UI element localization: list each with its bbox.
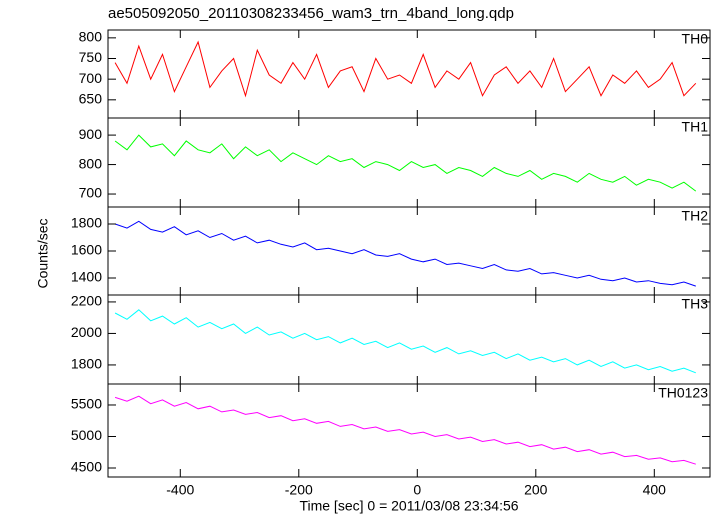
y-tick-label: 5500 (71, 396, 102, 412)
panel-frame (107, 294, 711, 385)
data-line (114, 309, 696, 374)
x-tick-label: 200 (524, 482, 548, 498)
series-label: TH1 (682, 119, 709, 135)
y-tick-label: 650 (79, 91, 103, 107)
data-line (114, 40, 697, 98)
data-line (114, 220, 696, 287)
y-tick-label: 700 (79, 70, 103, 86)
chart-title: ae505092050_20110308233456_wam3_trn_4ban… (108, 5, 514, 22)
y-tick-label: 800 (79, 29, 103, 45)
x-tick-label: 0 (413, 482, 421, 498)
series-label: TH0 (682, 31, 709, 47)
panel-frame (107, 383, 711, 478)
data-line (114, 134, 697, 192)
x-tick-label: -400 (166, 482, 194, 498)
y-tick-label: 900 (79, 126, 103, 142)
series-label: TH0123 (658, 385, 708, 401)
y-tick-label: 800 (79, 155, 103, 171)
panel-frame (107, 206, 711, 296)
y-tick-label: 1600 (71, 242, 102, 258)
x-axis-label: Time [sec] 0 = 2011/03/08 23:34:56 (299, 498, 518, 514)
series-label: TH2 (682, 208, 709, 224)
y-axis-label: Counts/sec (35, 218, 51, 288)
series-label: TH3 (682, 296, 709, 312)
y-tick-label: 1800 (71, 215, 102, 231)
y-tick-label: 1800 (71, 356, 102, 372)
y-tick-label: 2200 (71, 293, 102, 309)
panel-frame (107, 117, 711, 208)
y-tick-label: 700 (79, 185, 103, 201)
x-tick-label: 400 (643, 482, 667, 498)
data-line (114, 395, 696, 465)
y-tick-label: 2000 (71, 324, 102, 340)
x-tick-label: -200 (285, 482, 313, 498)
y-tick-label: 4500 (71, 459, 102, 475)
y-tick-label: 5000 (71, 427, 102, 443)
y-tick-label: 1400 (71, 269, 102, 285)
y-tick-label: 750 (79, 49, 103, 65)
